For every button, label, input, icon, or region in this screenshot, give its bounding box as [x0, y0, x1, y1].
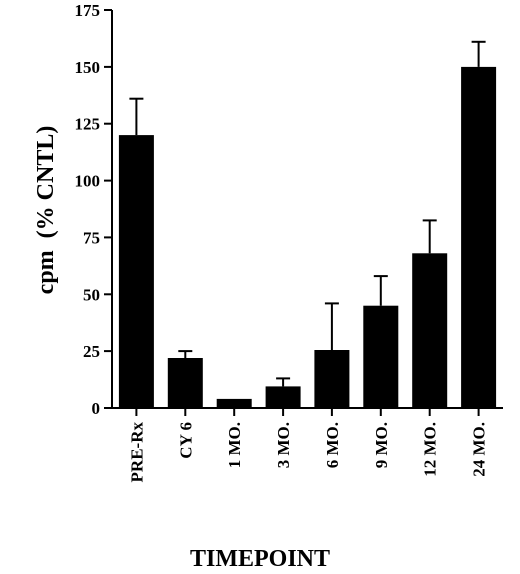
bar-0: [118, 135, 154, 408]
y-tick-label-6: 150: [75, 58, 101, 77]
x-tick-label-5: 9 MO.: [372, 422, 391, 468]
y-tick-label-1: 25: [83, 342, 100, 361]
y-axis-title: cpm (% CNTL): [33, 126, 59, 295]
bar-7: [461, 66, 497, 409]
y-tick-label-7: 175: [75, 1, 101, 20]
y-tick-label-3: 75: [83, 228, 100, 247]
y-ticks-group: 0 25 50 75 100 125 150 175: [75, 1, 112, 418]
x-axis-title: TIMEPOINT: [190, 546, 330, 572]
x-ticks-group: PRE-Rx CY 6 1 MO. 3 MO. 6 MO. 9 MO. 12 MO. 24 M…: [127, 408, 489, 483]
bar-2: [216, 398, 252, 408]
bar-3: [265, 386, 301, 408]
y-tick-label-0: 0: [92, 399, 101, 418]
x-tick-label-6: 12 MO.: [421, 422, 440, 477]
x-tick-label-0: PRE-Rx: [127, 422, 146, 483]
bar-1: [167, 358, 203, 408]
y-tick-label-2: 50: [83, 285, 100, 304]
bar-5: [363, 305, 399, 408]
bars-group: [118, 66, 497, 409]
y-tick-label-4: 100: [75, 172, 101, 191]
x-tick-label-7: 24 MO.: [470, 422, 489, 477]
bar-4: [314, 350, 350, 408]
x-tick-label-2: 1 MO.: [225, 422, 244, 468]
x-tick-label-1: CY 6: [176, 422, 195, 459]
x-tick-label-4: 6 MO.: [323, 422, 342, 468]
error-bars-group: [129, 40, 486, 387]
y-tick-label-5: 125: [75, 115, 101, 134]
x-tick-label-3: 3 MO.: [274, 422, 293, 468]
bar-6: [412, 253, 448, 408]
